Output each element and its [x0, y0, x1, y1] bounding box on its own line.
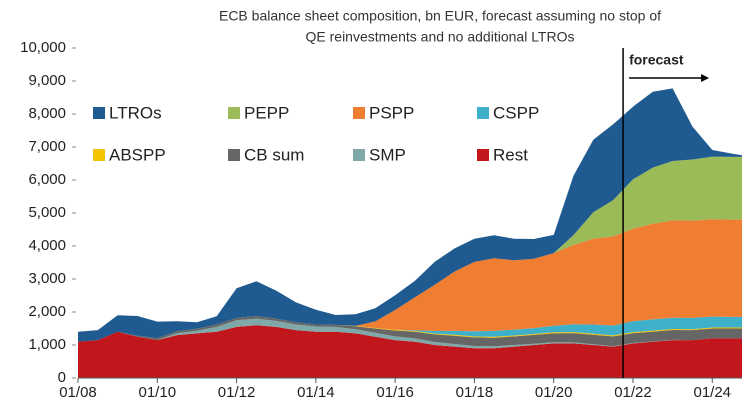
x-tick-label: 01/14	[297, 384, 335, 401]
y-tick-label: 2,000	[28, 303, 66, 320]
area	[78, 156, 742, 342]
y-tick-label: 6,000	[28, 171, 66, 188]
x-tick-label: 01/20	[535, 384, 573, 401]
y-tick-label: 8,000	[28, 105, 66, 122]
x-tick-label: 01/16	[376, 384, 414, 401]
y-tick-label: 7,000	[28, 138, 66, 155]
area	[78, 316, 742, 342]
x-tick-label: 01/12	[218, 384, 256, 401]
legend-swatch	[353, 149, 365, 161]
arrow-head	[701, 74, 710, 82]
area	[78, 316, 742, 347]
x-tick-label: 01/08	[59, 384, 97, 401]
annotation: forecast	[629, 52, 684, 68]
legend-swatch	[353, 107, 365, 119]
chart-subtitle: QE reinvestments and no additional LTROs	[306, 29, 575, 45]
area	[78, 219, 742, 342]
area	[78, 325, 742, 378]
x-tick-label: 01/18	[456, 384, 494, 401]
legend-label: PSPP	[369, 103, 414, 122]
x-tick-label: 01/10	[139, 384, 177, 401]
y-tick-label: 4,000	[28, 237, 66, 254]
area	[78, 88, 742, 342]
y-tick-label: 10,000	[20, 39, 66, 56]
legend-label: CSPP	[493, 103, 539, 122]
x-tick-label: 01/22	[614, 384, 652, 401]
legend-swatch	[93, 107, 105, 119]
legend-swatch	[93, 149, 105, 161]
legend-label: Rest	[493, 145, 528, 164]
y-tick-label: 5,000	[28, 204, 66, 221]
y-tick-label: 0	[58, 369, 66, 386]
legend-swatch	[477, 107, 489, 119]
legend-label: LTROs	[109, 103, 162, 122]
legend-label: SMP	[369, 145, 406, 164]
chart-title: ECB balance sheet composition, bn EUR, f…	[219, 8, 661, 24]
legend-label: ABSPP	[109, 145, 166, 164]
y-tick-label: 1,000	[28, 336, 66, 353]
legend-swatch	[477, 149, 489, 161]
y-tick-label: 3,000	[28, 270, 66, 287]
legend-label: CB sum	[244, 145, 304, 164]
area	[78, 318, 742, 349]
legend-swatch	[228, 149, 240, 161]
y-tick-label: 9,000	[28, 72, 66, 89]
x-tick-label: 01/24	[693, 384, 731, 401]
legend-label: PEPP	[244, 103, 289, 122]
legend-swatch	[228, 107, 240, 119]
